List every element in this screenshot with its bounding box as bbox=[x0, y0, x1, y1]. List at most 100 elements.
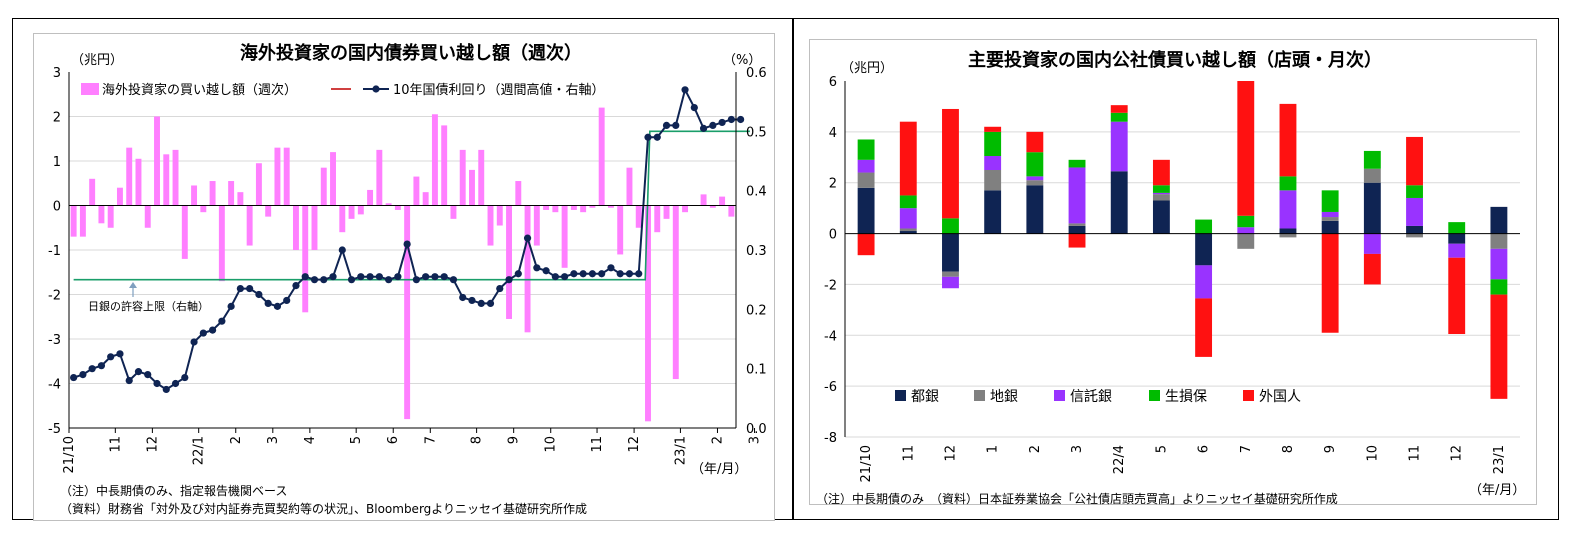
c2-bar-segment bbox=[1490, 279, 1508, 295]
c1-yield-point bbox=[273, 302, 282, 310]
c1-bar bbox=[89, 178, 96, 206]
c2-xtick-label: 21/10 bbox=[859, 445, 874, 482]
c1-bar bbox=[506, 205, 512, 319]
c1-bar bbox=[533, 205, 540, 246]
c2-bar-segment bbox=[1490, 294, 1508, 399]
c1-bar bbox=[441, 125, 448, 206]
c2-legend-label: 都銀 bbox=[911, 389, 939, 405]
c2-xtick-label: 1 bbox=[986, 445, 1001, 453]
c1-bar bbox=[543, 205, 550, 210]
c1-yield-point bbox=[88, 365, 96, 373]
c2-bar-segment bbox=[1321, 211, 1339, 218]
c1-bar bbox=[357, 205, 364, 215]
c1-yield-point bbox=[301, 273, 309, 281]
c1-yield-point bbox=[218, 317, 226, 325]
c2-bar-segment bbox=[1363, 168, 1381, 183]
c1-legend-line-label: 10年国債利回り（週間高値・右軸） bbox=[393, 82, 605, 98]
c1-yield-point bbox=[570, 270, 578, 278]
c1-yield-point bbox=[255, 290, 263, 299]
c1-bar bbox=[626, 167, 633, 206]
c2-bar-segment bbox=[1026, 131, 1044, 153]
c1-ytick-right: 0.5 bbox=[746, 125, 767, 140]
c1-yield-point bbox=[523, 234, 532, 242]
c1-yield-point bbox=[616, 270, 624, 278]
c2-legend-label: 信託銀 bbox=[1070, 389, 1112, 405]
c2-stacked-bars bbox=[857, 81, 1508, 399]
c1-yield-point bbox=[486, 299, 495, 307]
c1-xtick-label: 7 bbox=[423, 436, 438, 444]
c2-ylabel: （兆円） bbox=[841, 61, 893, 76]
c2-bar-segment bbox=[899, 231, 917, 234]
c1-yield-point bbox=[579, 270, 587, 278]
c2-bar-segment bbox=[1406, 136, 1423, 186]
c1-bar bbox=[561, 205, 568, 268]
c2-bar-segment bbox=[1237, 81, 1255, 216]
c1-bar bbox=[394, 205, 401, 210]
c1-bar bbox=[79, 205, 86, 237]
c2-ytick: -8 bbox=[824, 431, 837, 446]
chart-foreign-investor-bond-purchases: 3210-1-2-3-4-50.60.50.40.30.20.10.021/10… bbox=[48, 42, 767, 477]
c1-yield-point bbox=[690, 104, 698, 112]
c1-xtick-label: 21/10 bbox=[62, 436, 77, 473]
c1-yield-point bbox=[385, 276, 393, 284]
c1-yield-point bbox=[394, 273, 402, 281]
c2-xtick-label: 22/4 bbox=[1112, 445, 1127, 474]
c1-yield-point bbox=[246, 284, 254, 293]
c1-bar bbox=[598, 107, 605, 206]
c2-bar-segment bbox=[1363, 182, 1381, 234]
c2-title: 主要投資家の国内公社債買い越し額（店頭・月次） bbox=[968, 49, 1382, 71]
c2-bar-segment bbox=[1406, 197, 1423, 226]
c1-yield-point bbox=[171, 379, 180, 388]
c2-bar-segment bbox=[1068, 223, 1086, 226]
c1-xtick-label: 10 bbox=[544, 436, 559, 453]
c1-yield-point bbox=[79, 371, 87, 379]
c1-yield-point bbox=[412, 276, 420, 284]
c2-bar-segment bbox=[1110, 112, 1128, 122]
c1-yield-point bbox=[97, 362, 106, 370]
c2-bar-segment bbox=[1152, 185, 1170, 193]
c2-xtick-label: 2 bbox=[1028, 445, 1043, 453]
c1-bar bbox=[709, 205, 716, 208]
c1-yield-point bbox=[236, 284, 244, 293]
c1-bar bbox=[255, 163, 262, 206]
c1-xtick-label: 12 bbox=[627, 436, 642, 453]
c1-bar bbox=[487, 205, 494, 246]
c1-bar bbox=[422, 192, 429, 206]
c1-ytick-left: -5 bbox=[48, 422, 61, 437]
c2-bar-segment bbox=[1152, 200, 1170, 234]
right-panel bbox=[793, 18, 1559, 520]
c2-legend: 都銀 地銀 信託銀 生損保 外国人 bbox=[895, 389, 1301, 405]
left-note-1: （注）中長期債のみ、指定報告機関ベース bbox=[60, 484, 288, 498]
c1-bar bbox=[320, 167, 327, 206]
c2-bar-segment bbox=[1363, 233, 1381, 254]
c1-ytick-left: 3 bbox=[53, 66, 61, 81]
c1-bar bbox=[515, 181, 522, 206]
c1-yield-point bbox=[162, 385, 170, 394]
c1-legend-bar-label: 海外投資家の買い越し額（週次） bbox=[102, 82, 297, 98]
c2-xlabel: （年/月） bbox=[1469, 483, 1525, 498]
c1-ytick-right: 0.4 bbox=[746, 185, 767, 200]
c2-bar-segment bbox=[1406, 225, 1423, 234]
c1-yield-point bbox=[70, 373, 78, 382]
c1-bar bbox=[682, 205, 689, 213]
c1-bar bbox=[154, 116, 160, 206]
c2-bar-segment bbox=[1321, 220, 1339, 234]
c1-yield-point bbox=[431, 273, 439, 281]
c2-legend-swatch bbox=[1149, 390, 1160, 401]
c2-bar-segment bbox=[1490, 233, 1508, 249]
c1-bar bbox=[237, 192, 244, 206]
c1-yield-point bbox=[644, 133, 652, 141]
c1-bar bbox=[431, 114, 438, 206]
c2-legend-swatch bbox=[1054, 390, 1065, 401]
c1-yield-point bbox=[718, 118, 726, 127]
c1-bar bbox=[478, 149, 485, 206]
c1-bar bbox=[570, 205, 577, 210]
c1-bar bbox=[524, 205, 531, 333]
c2-bar-segment bbox=[1448, 257, 1466, 335]
c1-xtick-label: 9 bbox=[507, 436, 522, 444]
c2-bar-segment bbox=[1279, 228, 1297, 234]
c2-xtick-label: 6 bbox=[1197, 445, 1212, 453]
c2-bar-segment bbox=[1110, 121, 1128, 172]
c1-xtick-label: 8 bbox=[470, 436, 485, 444]
